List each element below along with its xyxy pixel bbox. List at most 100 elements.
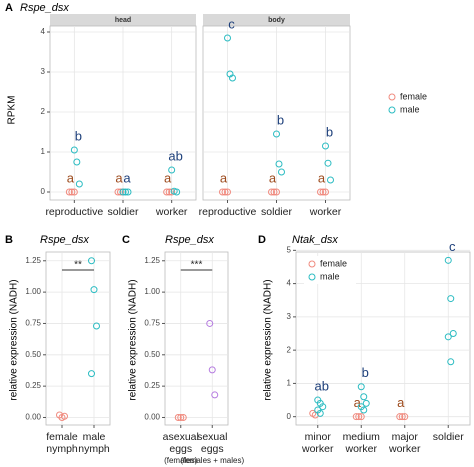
y-tick-label: 0.50 [25, 350, 41, 359]
panel-title: Rspe_dsx [40, 234, 89, 246]
panel-label: B [5, 234, 13, 246]
y-tick-label: 0.25 [144, 381, 160, 390]
data-point [229, 74, 236, 82]
y-tick-label: 2 [287, 345, 292, 354]
y-tick-label: 0.00 [144, 413, 160, 422]
y-tick-label: 3 [41, 67, 46, 76]
data-point [449, 330, 457, 338]
data-point [219, 188, 226, 196]
x-tick-label: (females) [164, 456, 198, 465]
legend-swatch [308, 260, 316, 268]
panel-label: C [122, 234, 130, 246]
y-axis-title: RPKM [7, 96, 18, 125]
plot-background [164, 251, 229, 426]
y-tick-label: 4 [287, 279, 292, 288]
data-point [444, 333, 452, 341]
data-point [396, 413, 404, 421]
data-point [401, 413, 409, 421]
y-tick-label: 2 [41, 107, 46, 116]
x-tick-label: nymph [46, 443, 78, 455]
y-axis-title: relative expression (NADH) [263, 279, 274, 400]
significance-letter: b [326, 124, 333, 139]
panel-title: Ntak_dsx [292, 234, 338, 246]
data-point [447, 295, 455, 303]
facet-strip [203, 14, 350, 26]
data-point [362, 399, 370, 407]
significance-letter: a [164, 170, 172, 185]
data-point [163, 188, 171, 196]
data-point [316, 409, 324, 417]
y-tick-label: 3 [287, 312, 292, 321]
data-point [270, 188, 278, 196]
legend-label: male [320, 271, 340, 281]
legend-swatch [388, 106, 396, 114]
y-axis-title: relative expression (NADH) [128, 279, 139, 400]
data-point [398, 413, 406, 421]
data-point [357, 413, 365, 421]
data-point [278, 168, 285, 176]
data-point [75, 180, 83, 188]
significance-letter: a [397, 395, 405, 410]
data-point [93, 322, 100, 330]
data-point [211, 391, 219, 399]
x-tick-label: eggs [201, 443, 224, 455]
data-point [360, 406, 368, 414]
data-point [177, 413, 185, 421]
significance-label: *** [191, 260, 203, 271]
y-tick-label: 4 [41, 27, 46, 36]
significance-letter: a [269, 170, 277, 185]
x-tick-label: worker [309, 206, 342, 218]
data-point [273, 130, 280, 138]
significance-letter: ab [315, 378, 329, 393]
x-tick-label: minor [305, 431, 332, 443]
x-tick-label: worker [301, 443, 334, 455]
y-tick-label: 0.75 [144, 319, 160, 328]
significance-letter: a [220, 170, 228, 185]
data-point [68, 188, 76, 196]
data-point [355, 413, 363, 421]
significance-letter: a [123, 170, 131, 185]
x-tick-label: soldier [108, 206, 139, 218]
data-point [88, 370, 95, 378]
x-tick-label: (females + males) [180, 456, 244, 465]
significance-letter: c [449, 239, 456, 254]
facet-label: body [268, 17, 285, 24]
x-tick-label: reproductive [199, 206, 257, 218]
data-point [206, 319, 214, 327]
y-tick-label: 1 [287, 379, 292, 388]
data-point [168, 166, 176, 174]
data-point [119, 188, 127, 196]
facet-strip [50, 14, 196, 26]
x-tick-label: soldier [433, 431, 464, 443]
significance-letter: a [318, 170, 326, 185]
x-tick-label: worker [344, 443, 377, 455]
data-point [324, 159, 332, 167]
legend-swatch [308, 273, 316, 281]
x-tick-label: male [83, 431, 106, 443]
x-tick-label: reproductive [45, 206, 103, 218]
plot-background [45, 251, 111, 426]
x-tick-label: eggs [169, 443, 192, 455]
significance-letter: a [67, 170, 75, 185]
x-tick-label: asexual [163, 431, 199, 443]
y-tick-label: 0.00 [25, 413, 41, 422]
data-point [360, 393, 368, 401]
data-point [114, 188, 122, 196]
legend-label: female [320, 258, 347, 268]
data-point [268, 188, 275, 196]
data-point [317, 188, 324, 196]
data-point [70, 146, 78, 154]
legend-label: male [400, 104, 420, 114]
panel-label: D [258, 234, 266, 246]
data-point [224, 188, 231, 196]
data-point [70, 188, 78, 196]
significance-letter: b [277, 112, 284, 127]
data-point [117, 188, 124, 196]
data-point [224, 34, 231, 42]
data-point [179, 413, 187, 421]
legend-label: female [400, 91, 427, 101]
y-tick-label: 0 [41, 187, 46, 196]
data-point [173, 188, 181, 196]
significance-letter: ab [168, 148, 182, 163]
